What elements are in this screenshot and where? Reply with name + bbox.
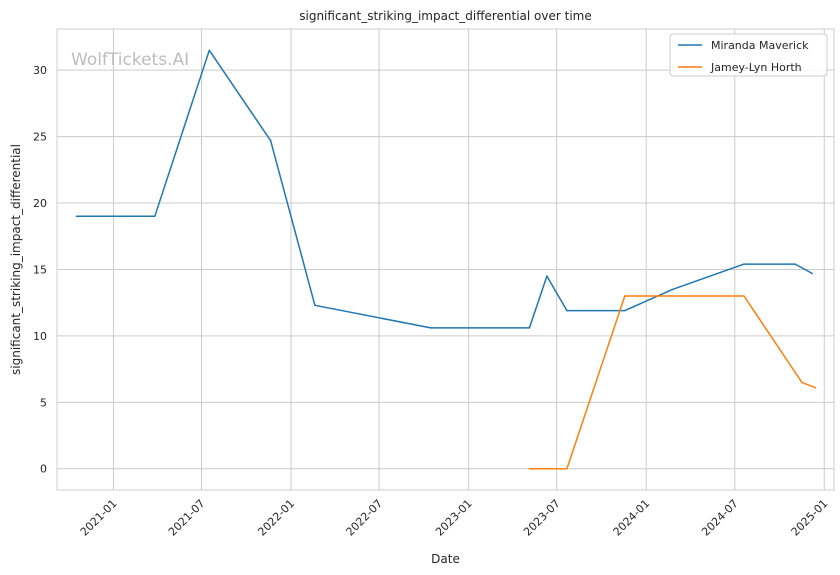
- x-tick-label: 2021-01: [78, 497, 120, 539]
- y-tick-label: 0: [40, 463, 47, 476]
- data-point: [269, 139, 272, 142]
- data-point: [528, 467, 531, 470]
- data-point: [75, 215, 78, 218]
- legend-label: Miranda Maverick: [711, 39, 809, 52]
- legend-label: Jamey-Lyn Horth: [710, 61, 802, 74]
- data-point: [566, 309, 568, 312]
- data-point: [208, 49, 211, 52]
- y-tick-label: 15: [33, 263, 47, 276]
- data-point: [624, 309, 626, 312]
- x-tick-label: 2022-07: [344, 497, 386, 539]
- data-point: [429, 327, 432, 329]
- plot-frame: [56, 28, 835, 491]
- x-tick-label: 2022-01: [255, 497, 297, 539]
- data-point: [546, 275, 548, 277]
- data-point: [743, 295, 745, 297]
- data-point: [624, 295, 626, 297]
- y-tick-label: 25: [33, 131, 47, 144]
- y-axis-title: significant_striking_impact_differential: [9, 144, 23, 375]
- data-point: [566, 467, 568, 470]
- chart-title: significant_striking_impact_differential…: [299, 9, 591, 23]
- series-lines: [75, 49, 817, 470]
- data-point: [814, 386, 817, 389]
- series-line: [529, 295, 816, 470]
- x-tick-label: 2023-01: [433, 497, 475, 539]
- grid: [57, 29, 834, 490]
- x-tick-label: 2024-01: [611, 497, 653, 539]
- series-line: [76, 49, 813, 329]
- watermark: WolfTickets.AI: [71, 50, 189, 70]
- x-tick-label: 2025-01: [789, 497, 831, 539]
- data-point: [154, 215, 156, 218]
- legend-box: [669, 33, 828, 77]
- y-tick-label: 10: [33, 330, 47, 343]
- data-point: [794, 263, 796, 265]
- data-point: [314, 304, 316, 307]
- y-tick-label: 20: [33, 197, 47, 210]
- data-point: [811, 272, 813, 275]
- x-tick-label: 2024-07: [699, 497, 741, 539]
- data-point: [528, 327, 531, 329]
- x-tick-label: 2023-07: [521, 497, 563, 539]
- x-axis-title: Date: [431, 552, 460, 566]
- y-tick-label: 30: [33, 64, 47, 77]
- data-point: [671, 288, 674, 291]
- data-point: [801, 381, 803, 384]
- axis-ticks: 2021-01 2021-07 2022-01 2022-07 2023-01 2023-…: [33, 64, 830, 538]
- data-point: [743, 263, 745, 265]
- y-tick-label: 5: [40, 396, 47, 409]
- x-tick-label: 2021-07: [166, 497, 208, 539]
- legend: Miranda Maverick Jamey-Lyn Horth: [669, 33, 828, 77]
